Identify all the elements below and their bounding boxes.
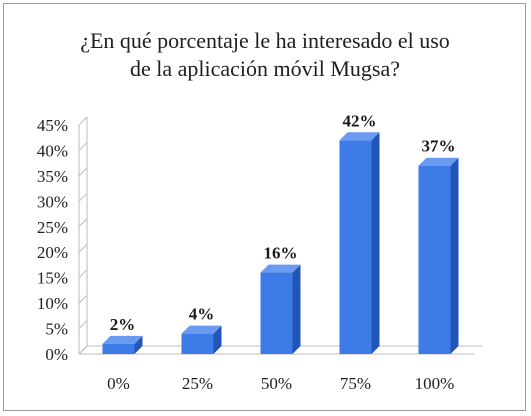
bar-side [134,335,143,354]
y-tick-mark [78,294,88,304]
y-axis-ticks: 0% 5% 10% 15% 20% 25% 30% 35% 40% 45% [37,116,88,364]
y-tick-label: 40% [37,141,68,160]
bar-front [260,272,293,354]
y-tick-label: 10% [37,294,68,313]
data-label: 4% [189,305,215,324]
bar [418,157,459,354]
y-tick-mark [78,345,88,355]
y-tick-label: 45% [37,116,68,135]
bar [181,325,222,354]
y-tick-mark [78,269,88,279]
data-label: 42% [343,111,377,130]
bar-top [260,264,301,273]
x-tick-label: 100% [415,374,455,393]
bar-front [418,165,451,354]
bar-front [181,333,214,354]
y-tick-mark [78,167,88,177]
y-tick-mark [78,320,88,329]
y-tick-label: 20% [37,243,68,262]
chart-frame: ¿En qué porcentaje le ha interesado el u… [3,3,526,411]
y-tick-mark [78,243,88,253]
y-tick-label: 15% [37,269,68,288]
chart-title-line-2: de la aplicación móvil Mugsa? [130,56,400,81]
bar-top [339,132,380,141]
y-tick-label: 0% [45,345,68,364]
x-tick-label: 25% [182,374,213,393]
bar-side [371,132,380,354]
x-tick-label: 50% [261,374,292,393]
bar [339,132,380,354]
data-label: 2% [110,315,136,334]
y-tick-label: 25% [37,218,68,237]
y-tick-mark [78,116,88,126]
bar-front [339,140,372,354]
x-tick-label: 0% [107,374,130,393]
chart-title-line-1: ¿En qué porcentaje le ha interesado el u… [80,28,450,53]
data-label: 16% [264,244,298,263]
bar [102,335,143,354]
bar-top [181,325,222,334]
y-tick-mark [78,218,88,228]
bar-top [418,157,459,166]
x-axis-ticks: 0% 25% 50% 75% 100% [107,374,454,393]
bar-side [450,157,459,354]
bar-top [102,335,143,344]
y-tick-label: 35% [37,167,68,186]
bar [260,264,301,354]
bar-side [213,325,222,354]
x-tick-label: 75% [340,374,371,393]
bars: 2% 4% 16% 42% 37% [102,111,459,354]
bar-chart: ¿En qué porcentaje le ha interesado el u… [37,28,482,393]
y-tick-label: 30% [37,192,68,211]
data-label: 37% [422,137,456,156]
y-tick-label: 5% [45,320,68,339]
bar-side [292,264,301,354]
y-tick-mark [78,142,88,151]
y-tick-mark [78,192,88,202]
bar-front [102,343,135,354]
